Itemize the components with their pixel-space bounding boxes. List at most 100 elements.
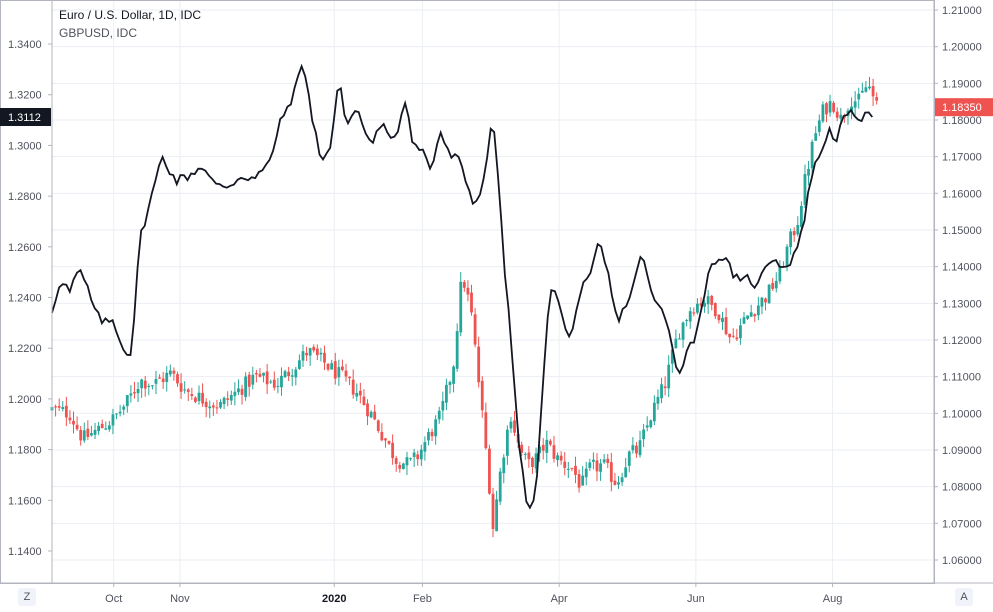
candle-body (609, 462, 613, 482)
candle-body (211, 405, 215, 408)
candle-body (495, 499, 499, 532)
candle-body (459, 281, 463, 333)
candle-body (810, 141, 814, 169)
right-tick-label: 1.14000 (942, 262, 982, 274)
right-tick-label: 1.12000 (942, 335, 982, 347)
candle-body (606, 458, 610, 463)
candle-body (835, 111, 839, 118)
candle-body (868, 86, 871, 89)
candle-body (645, 425, 649, 428)
candle-body (864, 87, 868, 92)
candle-body (638, 440, 642, 456)
candle-body (656, 396, 660, 404)
candle-body (416, 454, 420, 460)
candle-body (276, 385, 280, 387)
candle-body (552, 445, 556, 459)
time-tick-label: Aug (823, 593, 843, 605)
time-tick-label: Apr (551, 593, 568, 605)
candle-body (556, 455, 559, 461)
candle-body (308, 348, 312, 356)
candle-body (265, 371, 269, 385)
candle-body (394, 458, 398, 464)
candle-body (215, 407, 219, 409)
candle-body (150, 385, 154, 387)
candle-body (857, 93, 861, 100)
candle-body (75, 424, 79, 430)
scale-mode-button-left[interactable]: Z (18, 588, 36, 606)
candle-body (620, 477, 624, 483)
candle-body (821, 104, 825, 122)
candle-body (735, 337, 739, 340)
right-tick-label: 1.21000 (942, 5, 982, 17)
left-tick-label: 1.2800 (8, 191, 42, 203)
auto-scale-button-right[interactable]: A (955, 588, 973, 606)
candle-body (452, 366, 455, 384)
candle-body (753, 314, 757, 317)
candle-body (301, 351, 305, 361)
last-value-tags: 1.18350 1.3112 (0, 98, 993, 127)
candle-body (398, 464, 402, 469)
candle-body (860, 90, 864, 93)
candle-body (197, 392, 201, 402)
candle-body (111, 414, 115, 426)
right-tick-label: 1.11000 (942, 372, 981, 384)
candle-body (272, 379, 276, 388)
candle-body (222, 397, 226, 405)
candle-body (760, 297, 764, 307)
candle-body (54, 406, 57, 408)
candle-body (670, 349, 674, 364)
candle-body (502, 457, 506, 474)
candle-body (333, 361, 337, 379)
grid (52, 0, 934, 583)
candle-body (617, 482, 620, 485)
candle-body (64, 405, 68, 418)
right-tick-label: 1.10000 (942, 408, 982, 420)
candle-body (778, 265, 782, 282)
candle-body (86, 428, 90, 437)
eurusd-last-tag (935, 98, 993, 117)
candle-body (599, 463, 602, 472)
candle-body (477, 346, 481, 383)
candle-body (710, 295, 714, 305)
candle-body (412, 452, 416, 457)
candle-body (369, 411, 373, 418)
candle-body (229, 395, 233, 401)
candle-body (678, 338, 681, 340)
candle-body (531, 457, 534, 467)
left-price-axis: 1.1400 1.1600 1.1800 1.2000 1.2200 1.2400 1.26… (8, 0, 53, 583)
candle-body (577, 474, 581, 488)
candle-body (104, 428, 108, 430)
candle-body (97, 425, 101, 432)
candle-body (373, 411, 377, 420)
candle-body (771, 282, 775, 289)
candle-body (875, 97, 879, 101)
candle-body (68, 417, 72, 421)
candle-body (434, 419, 438, 437)
candle-body (635, 445, 638, 454)
candle-body (681, 322, 685, 340)
time-tick-label: Oct (105, 593, 122, 605)
candle-body (685, 320, 689, 322)
candle-body (125, 395, 129, 407)
candle-body (652, 402, 656, 422)
candle-body (688, 311, 692, 322)
candle-body (280, 375, 283, 388)
candle-body (384, 438, 387, 441)
left-tick-label: 1.2400 (8, 293, 42, 305)
candle-body (545, 439, 549, 453)
right-tick-label: 1.19000 (942, 78, 982, 90)
candle-body (107, 425, 111, 430)
candle-body (642, 429, 646, 440)
candle-body (93, 429, 97, 435)
candle-body (749, 312, 753, 317)
candle-body (559, 455, 563, 461)
candle-body (807, 168, 810, 176)
right-tick-label: 1.17000 (942, 152, 982, 164)
candle-body (183, 389, 187, 391)
candle-body (258, 373, 262, 377)
candle-body (513, 420, 516, 433)
candle-body (405, 457, 409, 466)
candle-body (226, 398, 230, 400)
left-tick-label: 1.1600 (8, 495, 42, 507)
